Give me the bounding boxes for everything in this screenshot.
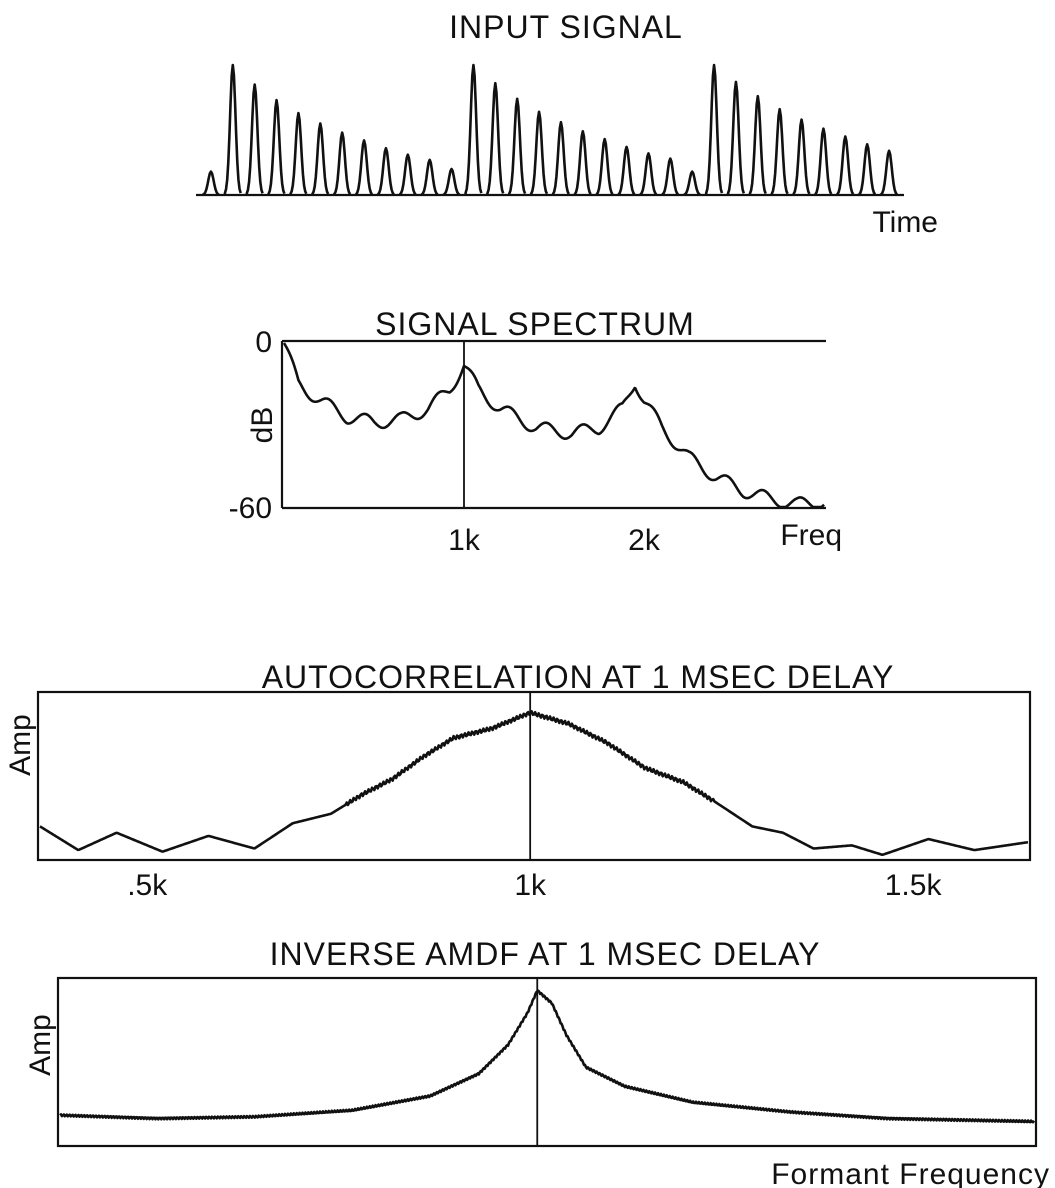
input-signal-pulse xyxy=(508,97,527,196)
input-signal-pulse xyxy=(704,63,724,196)
spectrum-xlabel: Freq xyxy=(780,519,842,552)
input-signal-pulse xyxy=(617,145,636,196)
input-signal-pulse xyxy=(354,139,374,196)
inverse-amdf-panel: INVERSE AMDF AT 1 MSEC DELAY Amp Formant… xyxy=(24,936,1050,1188)
inverse-amdf-frame xyxy=(56,976,1038,1148)
input-signal-pulse xyxy=(595,137,614,196)
input-signal-pulse xyxy=(726,80,746,196)
autocorrelation-xtick-15k: 1.5k xyxy=(885,869,943,902)
autocorrelation-frame xyxy=(36,690,1032,862)
input-signal-pulse xyxy=(814,127,833,196)
input-signal-pulse xyxy=(201,170,220,196)
input-signal-pulse xyxy=(442,167,461,196)
autocorrelation-ylabel: Amp xyxy=(4,714,37,776)
input-signal-pulse xyxy=(551,120,570,196)
signal-spectrum-title: SIGNAL SPECTRUM xyxy=(375,306,695,342)
input-signal-pulse xyxy=(223,63,242,196)
input-signal-pulse xyxy=(683,170,701,196)
autocorrelation-panel: AUTOCORRELATION AT 1 MSEC DELAY Amp .5k … xyxy=(4,659,1032,902)
input-signal-panel: INPUT SIGNAL Time xyxy=(196,9,938,239)
inverse-amdf-xlabel: Formant Frequency xyxy=(771,1158,1050,1188)
input-signal-pulse xyxy=(245,83,264,196)
input-signal-pulse xyxy=(836,135,855,196)
autocorrelation-xtick-1k: 1k xyxy=(514,869,547,902)
input-signal-pulse xyxy=(486,81,505,196)
input-signal-pulse xyxy=(661,157,680,196)
input-signal-pulse xyxy=(420,158,439,196)
input-signal-pulse xyxy=(398,153,417,196)
input-signal-pulse xyxy=(639,152,658,196)
inverse-amdf-trace xyxy=(59,989,1036,1124)
input-signal-xlabel: Time xyxy=(872,206,938,239)
autocorrelation-title: AUTOCORRELATION AT 1 MSEC DELAY xyxy=(262,659,895,695)
input-signal-title: INPUT SIGNAL xyxy=(449,9,683,45)
input-signal-pulses xyxy=(201,63,898,196)
input-signal-pulse xyxy=(858,143,877,196)
input-signal-pulse xyxy=(748,94,767,196)
input-signal-pulse xyxy=(573,130,592,196)
input-signal-pulse xyxy=(376,146,395,196)
autocorrelation-trace xyxy=(39,710,1029,857)
input-signal-pulse xyxy=(267,98,286,196)
inverse-amdf-ylabel: Amp xyxy=(24,1014,57,1076)
autocorrelation-xtick-05k: .5k xyxy=(127,869,168,902)
input-signal-pulse xyxy=(529,110,549,196)
input-signal-pulse xyxy=(289,111,308,196)
spectrum-ytick-top: 0 xyxy=(255,326,272,359)
spectrum-xtick-1k: 1k xyxy=(448,524,481,557)
inverse-amdf-title: INVERSE AMDF AT 1 MSEC DELAY xyxy=(270,936,821,972)
input-signal-pulse xyxy=(792,118,811,196)
spectrum-xtick-2k: 2k xyxy=(628,524,661,557)
input-signal-pulse xyxy=(770,107,789,196)
input-signal-pulse xyxy=(464,63,483,196)
input-signal-pulse xyxy=(333,131,352,196)
input-signal-pulse xyxy=(311,122,330,196)
spectrum-trace xyxy=(282,342,825,509)
input-signal-pulse xyxy=(879,149,898,196)
spectrum-ytick-bottom: -60 xyxy=(229,492,272,525)
signal-spectrum-panel: SIGNAL SPECTRUM 0 -60 dB 1k 2k Freq xyxy=(229,306,842,557)
spectrum-ylabel: dB xyxy=(246,407,279,444)
